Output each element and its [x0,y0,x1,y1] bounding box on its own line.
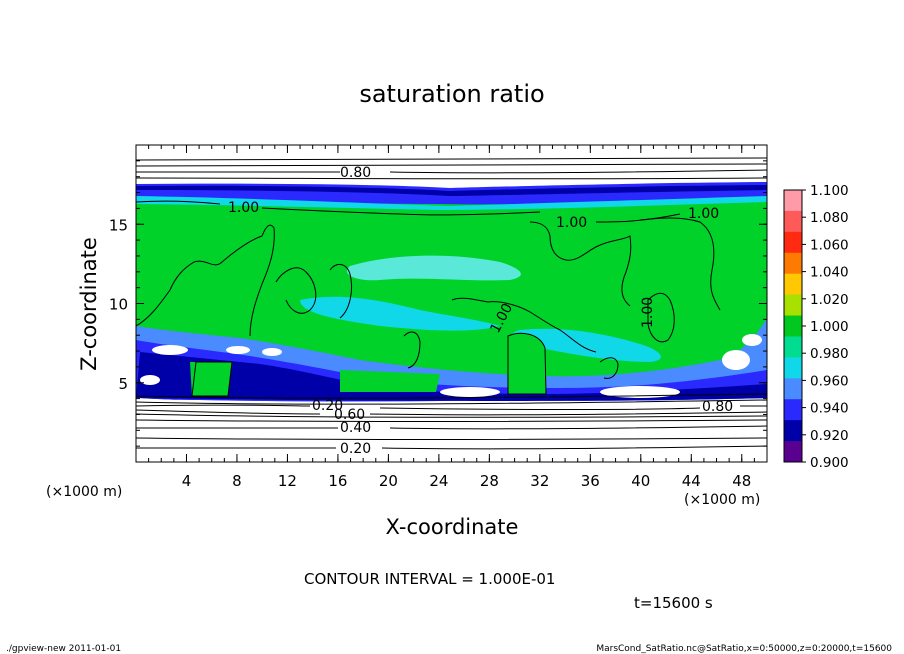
colorbar: 1.100 1.080 1.060 1.040 1.020 1.000 0.980 0.960… [783,183,849,471]
x-tick-label: 36 [581,472,600,490]
y-tick-label: 5 [118,375,128,393]
x-tick-label: 28 [480,472,499,490]
colorbar-label: 0.980 [810,346,849,362]
contour-label: 0.20 [312,398,343,414]
colorbar-swatch [784,336,802,358]
colorbar-label: 0.900 [810,455,849,471]
chart-title: saturation ratio [359,80,544,108]
colorbar-label: 1.080 [810,210,849,226]
y-tick-label: 10 [109,296,128,314]
colorbar-swatch [784,420,802,442]
colorbar-swatch [784,294,802,317]
colorbar-swatch [784,273,802,296]
x-tick-label: 44 [682,472,701,490]
lower-green-tongue [190,362,232,396]
colorbar-swatch [784,231,802,254]
contour-label: 1.00 [640,297,656,328]
x-tick-label: 16 [328,472,347,490]
white-patches [140,334,762,398]
interior-cyan-patch [346,255,521,281]
upper-cyan-band [136,196,767,210]
colorbar-label: 1.060 [810,237,849,253]
lower-dark-band [136,352,767,401]
interior-cyan-patch [300,296,500,331]
colorbar-swatch [784,210,802,233]
footer-left: ./gpview-new 2011-01-01 [6,644,121,654]
colorbar-label: 1.020 [810,292,849,308]
plot-area: 0.80 1.00 1.00 1.00 1.00 1.00 0.80 0.20 … [135,144,768,463]
colorbar-swatch [784,190,802,212]
x-tick-label: 24 [429,472,448,490]
contour-label: 0.40 [340,420,371,436]
colorbar-label: 0.960 [810,373,849,389]
x-tick-label: 40 [631,472,650,490]
x-axis-title: X-coordinate [386,515,519,539]
interior-cyan-patch [511,328,661,362]
colorbar-label: 1.000 [810,319,849,335]
colorbar-swatch [784,441,802,463]
lower-green-tongue [340,370,440,392]
y-axis-title: Z-coordinate [77,237,101,371]
contour-label: 1.00 [556,215,587,231]
contour-label: 0.60 [334,407,365,423]
colorbar-swatch [784,357,802,379]
footer-right: MarsCond_SatRatio.nc@SatRatio,x=0:50000,… [596,644,892,654]
colorbar-swatch [784,252,802,275]
contour-label: 0.20 [340,441,371,457]
x-tick-label: 12 [278,472,297,490]
x-tick-label: 48 [732,472,751,490]
time-label: t=15600 s [634,594,713,612]
contour-label: 1.00 [228,200,259,216]
colorbar-swatch [784,378,802,400]
x-tick-label: 32 [530,472,549,490]
lower-green-tongue [505,333,546,394]
x-tick-label: 4 [182,472,192,490]
colorbar-label: 0.920 [810,428,849,444]
contour-interval: CONTOUR INTERVAL = 1.000E-01 [304,570,555,588]
colorbar-label: 1.100 [810,183,849,199]
colorbar-label: 1.040 [810,265,849,281]
contour-label: 1.00 [688,206,719,222]
y-tick-label: 15 [109,216,128,234]
colorbar-swatch [784,315,802,337]
x-tick-label: 20 [379,472,398,490]
contour-label: 0.80 [702,399,733,415]
x-tick-label: 8 [232,472,242,490]
y-axis-unit: (×1000 m) [46,484,122,500]
contour-label: 0.80 [340,165,371,181]
y-axis: 5 10 15 [109,160,767,447]
colorbar-swatch [784,399,802,421]
upper-dark-band [136,185,767,196]
x-axis: 4 8 12 16 20 24 28 32 36 40 44 48 [148,145,755,490]
x-axis-unit: (×1000 m) [684,492,760,508]
colorbar-label: 0.940 [810,401,849,417]
